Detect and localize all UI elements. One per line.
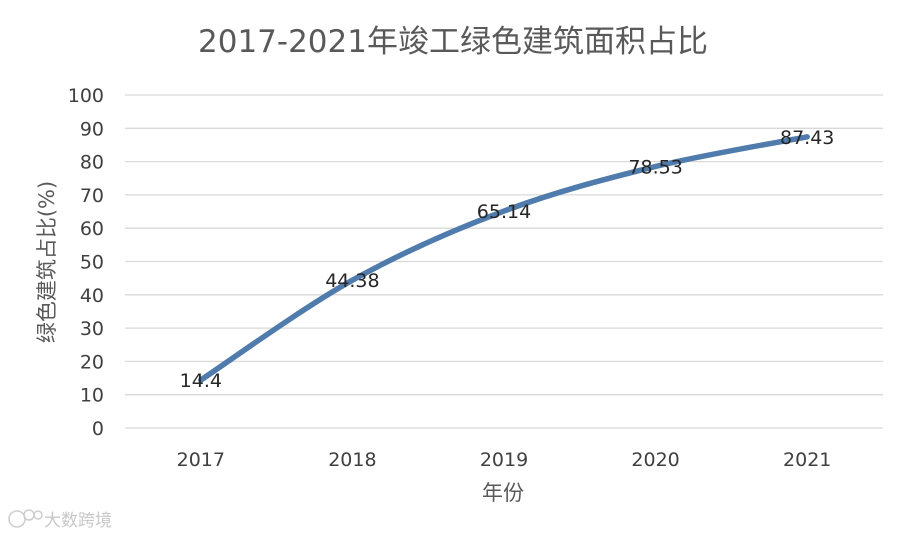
data-label: 87.43 bbox=[780, 127, 834, 149]
y-tick-label: 30 bbox=[80, 318, 104, 340]
data-label: 78.53 bbox=[628, 156, 682, 178]
data-label: 14.4 bbox=[180, 370, 222, 392]
watermark-text: 大数跨境 bbox=[44, 511, 112, 531]
y-tick-label: 40 bbox=[80, 285, 104, 307]
y-tick-label: 20 bbox=[80, 351, 104, 373]
data-label: 44.38 bbox=[325, 270, 379, 292]
y-tick-label: 80 bbox=[80, 152, 104, 174]
y-tick-label: 100 bbox=[68, 85, 104, 107]
series-line bbox=[198, 134, 810, 383]
y-tick-label: 10 bbox=[80, 385, 104, 407]
y-axis-title: 绿色建筑占比(%) bbox=[35, 181, 59, 343]
y-tick-label: 50 bbox=[80, 252, 104, 274]
watermark: 大数跨境 bbox=[8, 509, 112, 531]
y-tick-label: 60 bbox=[80, 218, 104, 240]
y-tick-label: 90 bbox=[80, 118, 104, 140]
x-tick-label: 2017 bbox=[177, 449, 225, 471]
data-labels: 14.4 44.38 65.14 78.53 87.43 bbox=[180, 127, 835, 392]
watermark-logo-icon bbox=[8, 509, 43, 528]
x-axis-title: 年份 bbox=[482, 481, 524, 505]
data-label: 65.14 bbox=[477, 201, 531, 223]
gridlines bbox=[125, 94, 883, 429]
x-tick-label: 2018 bbox=[328, 449, 376, 471]
x-tick-label: 2019 bbox=[480, 449, 528, 471]
x-tick-label: 2021 bbox=[783, 449, 831, 471]
y-axis-ticks: 0 10 20 30 40 50 60 70 80 90 100 bbox=[68, 85, 104, 440]
y-tick-label: 70 bbox=[80, 185, 104, 207]
chart-title: 2017-2021年竣工绿色建筑面积占比 bbox=[198, 24, 708, 60]
x-tick-label: 2020 bbox=[631, 449, 679, 471]
y-tick-label: 0 bbox=[92, 418, 104, 440]
x-axis-ticks: 2017 2018 2019 2020 2021 bbox=[177, 449, 832, 471]
